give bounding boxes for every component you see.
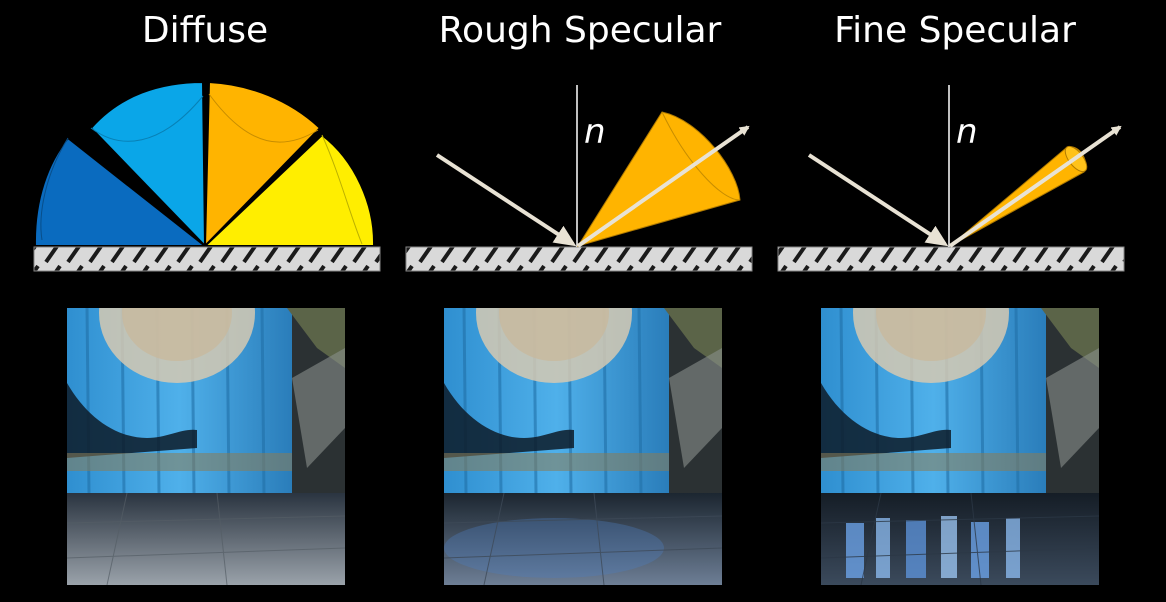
normal-label-rough: n — [584, 112, 606, 152]
reflected-ray-arrow-icon — [576, 125, 750, 248]
diffuse-lobe-icon — [33, 80, 376, 249]
surface-hatch-icon — [33, 246, 381, 272]
render-fine-specular — [821, 308, 1099, 585]
title-fine-specular: Fine Specular — [834, 10, 1076, 51]
incident-ray-arrow-icon — [435, 153, 577, 247]
surface-hatch-icon — [777, 246, 1125, 272]
title-rough-specular: Rough Specular — [438, 10, 722, 51]
normal-label-fine: n — [956, 112, 978, 152]
fine-specular-diagram — [807, 85, 1122, 248]
render-diffuse — [67, 308, 345, 585]
surface-hatch-icon — [405, 246, 753, 272]
rough-specular-cone-icon — [576, 111, 741, 247]
render-rough-specular — [444, 308, 722, 585]
rough-specular-diagram — [435, 85, 750, 248]
reflection-diagrams — [33, 80, 1125, 272]
incident-ray-arrow-icon — [807, 153, 949, 247]
reflected-ray-arrow-icon — [948, 125, 1122, 248]
title-diffuse: Diffuse — [141, 10, 269, 51]
